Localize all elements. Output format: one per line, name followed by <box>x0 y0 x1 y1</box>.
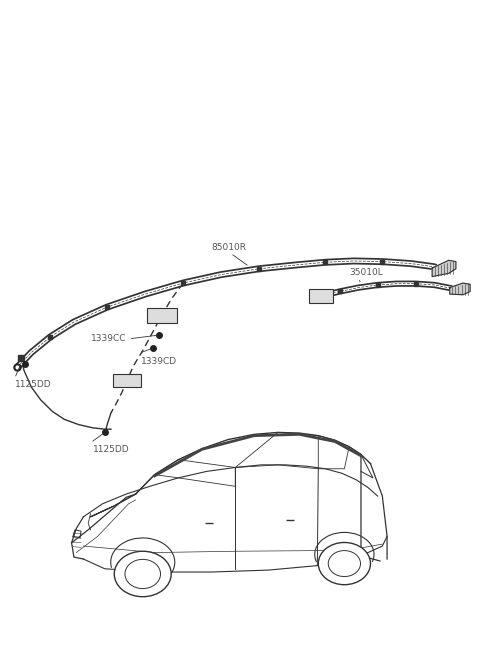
Ellipse shape <box>125 559 160 589</box>
Text: 1339CC: 1339CC <box>91 334 127 344</box>
Ellipse shape <box>114 551 171 597</box>
Text: 85010R: 85010R <box>212 243 247 252</box>
Ellipse shape <box>328 551 360 577</box>
Polygon shape <box>450 283 470 295</box>
Bar <box>113 374 141 388</box>
Ellipse shape <box>318 543 371 585</box>
Bar <box>147 307 177 323</box>
Text: 1125DD: 1125DD <box>93 445 129 454</box>
Text: 1339CD: 1339CD <box>142 357 178 366</box>
Text: 35010L: 35010L <box>349 267 383 277</box>
Polygon shape <box>432 260 456 277</box>
Text: 1125DD: 1125DD <box>14 380 51 390</box>
Bar <box>309 289 333 303</box>
